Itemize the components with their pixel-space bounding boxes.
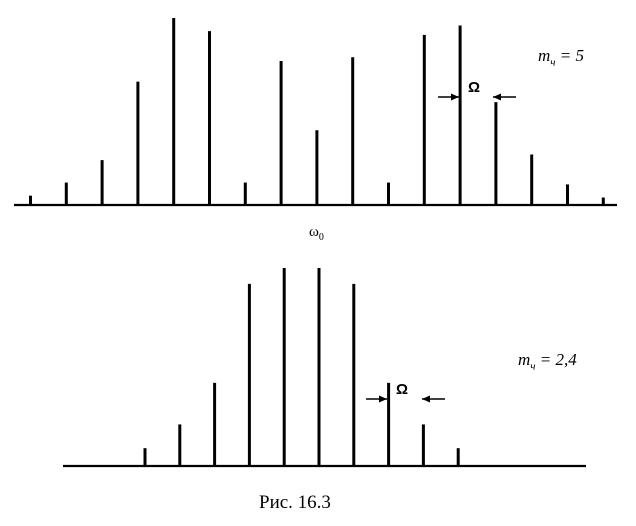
arrow-left-icon bbox=[422, 395, 430, 403]
bottom-modulation-index-label: mч = 2,4 bbox=[518, 350, 577, 373]
arrow-left-icon bbox=[493, 93, 501, 101]
arrow-right-icon bbox=[379, 395, 387, 403]
bottom-omega-marker bbox=[366, 395, 445, 403]
carrier-frequency-label: ω0 bbox=[309, 224, 324, 243]
top-omega-marker bbox=[438, 93, 516, 101]
bottom-spectrum bbox=[63, 268, 586, 468]
figure-caption: Рис. 16.3 bbox=[259, 492, 331, 513]
top-omega-label: Ω bbox=[468, 79, 481, 96]
arrow-right-icon bbox=[451, 93, 459, 101]
top-modulation-index-label: mч = 5 bbox=[538, 46, 585, 69]
top-spectrum bbox=[14, 18, 617, 207]
bottom-omega-label: Ω bbox=[396, 381, 409, 398]
